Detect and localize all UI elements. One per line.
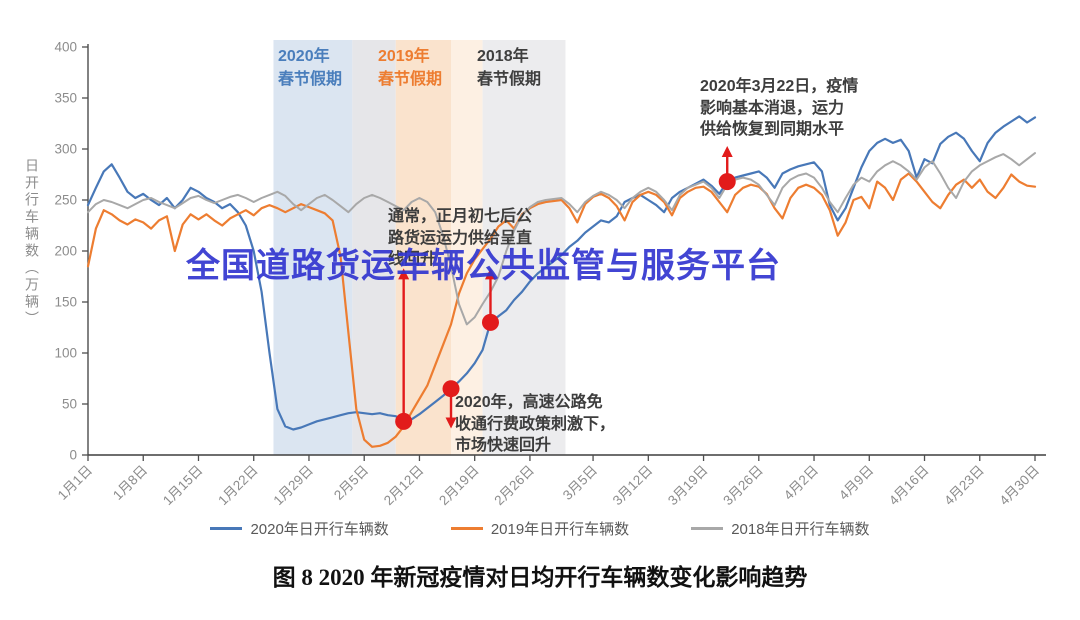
legend-swatch-2020 [210, 527, 243, 530]
x-tick-label: 4月30日 [996, 463, 1042, 509]
x-tick-label: 3月12日 [610, 463, 656, 509]
y-tick-label: 350 [54, 91, 77, 106]
legend-item-2019: 2019年日开行车辆数 [450, 518, 630, 539]
y-axis-title: 日开行车辆数（万辆） [24, 158, 40, 328]
x-tick-label: 4月9日 [836, 463, 876, 503]
x-tick-label: 1月1日 [55, 463, 95, 503]
marker-arrowhead-icon [721, 145, 733, 157]
x-tick-label: 1月8日 [110, 463, 150, 503]
y-tick-label: 300 [54, 142, 77, 157]
holiday-band-2019-spring-festival [395, 40, 452, 455]
legend-label-2019: 2019年日开行车辆数 [490, 521, 630, 538]
x-tick-label: 2月19日 [436, 463, 482, 509]
y-tick-label: 400 [54, 40, 77, 55]
annotation-usually-rebound: 通常，正月初七后公 路货运运力供给呈直 线回升 [388, 208, 533, 269]
legend-swatch-2018 [691, 527, 724, 530]
event-marker-dot [718, 173, 736, 191]
x-tick-label: 2月5日 [331, 463, 371, 503]
event-marker-dot [395, 412, 413, 430]
marker-arrowhead-icon [398, 268, 410, 280]
holiday-band-gap-band [352, 40, 396, 455]
x-tick-label: 4月16日 [886, 463, 932, 509]
x-tick-label: 2月12日 [381, 463, 427, 509]
annotation-march22: 2020年3月22日，疫情 影响基本消退，运力 供给恢复到同期水平 [700, 78, 859, 139]
x-tick-label: 3月26日 [720, 463, 766, 509]
x-tick-label: 1月15日 [160, 463, 206, 509]
y-tick-label: 100 [54, 346, 77, 361]
y-tick-label: 250 [54, 193, 77, 208]
chart-legend: 2020年日开行车辆数 2019年日开行车辆数 2018年日开行车辆数 [0, 518, 1080, 539]
marker-arrowhead-icon [445, 417, 457, 429]
y-tick-label: 200 [54, 244, 77, 259]
x-tick-label: 3月5日 [560, 463, 600, 503]
event-marker-dot [481, 313, 499, 331]
y-tick-label: 0 [69, 448, 77, 463]
x-tick-label: 3月19日 [665, 463, 711, 509]
y-tick-label: 150 [54, 295, 77, 310]
legend-item-2020: 2020年日开行车辆数 [210, 518, 389, 539]
x-tick-label: 4月2日 [781, 463, 821, 503]
annotation-toll-free: 2020年，高速公路免 收通行费政策刺激下， 市场快速回升 [455, 394, 616, 455]
y-tick-label: 50 [62, 397, 77, 412]
figure-caption: 图 8 2020 年新冠疫情对日均开行车辆数变化影响趋势 [272, 565, 808, 590]
watermark-text: 全国道路货运车辆公共监管与服务平台 [186, 247, 781, 285]
band-label-2020: 2020年 春节假期 [278, 48, 343, 89]
legend-label-2018: 2018年日开行车辆数 [731, 521, 870, 538]
x-tick-label: 2月26日 [491, 463, 537, 509]
series-line-2020年日开行车辆数 [86, 115, 1037, 431]
band-label-2018: 2018年 春节假期 [477, 48, 542, 89]
event-marker-dot [442, 380, 460, 398]
legend-swatch-2019 [450, 527, 483, 530]
x-tick-label: 1月22日 [215, 463, 261, 509]
x-tick-label: 4月23日 [941, 463, 987, 509]
legend-label-2020: 2020年日开行车辆数 [250, 521, 389, 538]
legend-item-2018: 2018年日开行车辆数 [691, 518, 870, 539]
series-line-2019年日开行车辆数 [86, 172, 1037, 448]
marker-arrowhead-icon [484, 268, 496, 280]
holiday-band-2018-spring-festival [482, 40, 566, 455]
band-label-2019: 2019年 春节假期 [378, 48, 443, 89]
x-tick-label: 1月29日 [270, 463, 316, 509]
series-line-2018年日开行车辆数 [87, 152, 1036, 326]
